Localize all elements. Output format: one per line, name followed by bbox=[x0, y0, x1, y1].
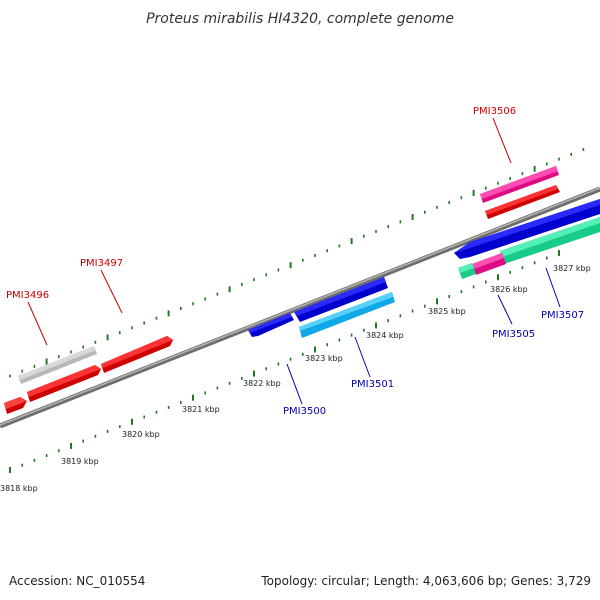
scale-label-3826: 3826 kbp bbox=[490, 285, 528, 294]
accession-text: Accession: NC_010554 bbox=[9, 574, 145, 588]
lower-tick-track bbox=[9, 250, 560, 473]
scale-label-3827: 3827 kbp bbox=[553, 264, 591, 273]
gene-grey-block[interactable] bbox=[18, 346, 97, 384]
scale-label-3820: 3820 kbp bbox=[122, 430, 160, 439]
scale-label-3818: 3818 kbp bbox=[0, 484, 38, 493]
scale-label-3821: 3821 kbp bbox=[182, 405, 220, 414]
gene-pmi3506[interactable] bbox=[480, 166, 559, 203]
gene-pmi3507[interactable] bbox=[500, 217, 600, 264]
gene-label-pmi3506[interactable]: PMI3506 bbox=[473, 106, 516, 117]
scale-label-3824: 3824 kbp bbox=[366, 331, 404, 340]
genome-summary-text: Topology: circular; Length: 4,063,606 bp… bbox=[260, 574, 591, 588]
upper-tick-track bbox=[9, 148, 585, 378]
scale-label-3822: 3822 kbp bbox=[243, 379, 281, 388]
gene-labels: PMI3496 PMI3497 PMI3506 PMI3500 PMI3501 … bbox=[6, 106, 584, 417]
map-title: Proteus mirabilis HI4320, complete genom… bbox=[146, 11, 454, 27]
scale-label-3825: 3825 kbp bbox=[428, 307, 466, 316]
gene-label-pmi3505[interactable]: PMI3505 bbox=[492, 329, 535, 340]
label-leader-lines bbox=[27, 117, 561, 405]
gene-label-pmi3497[interactable]: PMI3497 bbox=[80, 258, 123, 269]
reverse-strand-genes bbox=[248, 199, 600, 338]
gene-label-pmi3501[interactable]: PMI3501 bbox=[351, 379, 394, 390]
scale-label-3819: 3819 kbp bbox=[61, 457, 99, 466]
gene-pmi3501[interactable] bbox=[299, 292, 395, 338]
gene-red-long[interactable] bbox=[27, 365, 101, 402]
scale-labels: 3818 kbp 3819 kbp 3820 kbp 3821 kbp 3822… bbox=[0, 264, 591, 493]
genome-backbone bbox=[0, 186, 600, 429]
gene-blue-long[interactable] bbox=[294, 277, 388, 322]
gene-label-pmi3500[interactable]: PMI3500 bbox=[283, 406, 326, 417]
gene-pmi3497[interactable] bbox=[101, 336, 173, 373]
gene-red-right[interactable] bbox=[485, 185, 560, 219]
gene-pmi3496[interactable] bbox=[4, 397, 27, 414]
gene-pmi3505[interactable] bbox=[472, 253, 506, 275]
scale-label-3823: 3823 kbp bbox=[305, 354, 343, 363]
forward-strand-genes bbox=[4, 166, 560, 414]
gene-pmi3500[interactable] bbox=[248, 313, 294, 337]
gene-blue-right[interactable] bbox=[454, 199, 600, 259]
gene-label-pmi3496[interactable]: PMI3496 bbox=[6, 290, 49, 301]
gene-green-small[interactable] bbox=[458, 263, 476, 279]
gene-label-pmi3507[interactable]: PMI3507 bbox=[541, 310, 584, 321]
